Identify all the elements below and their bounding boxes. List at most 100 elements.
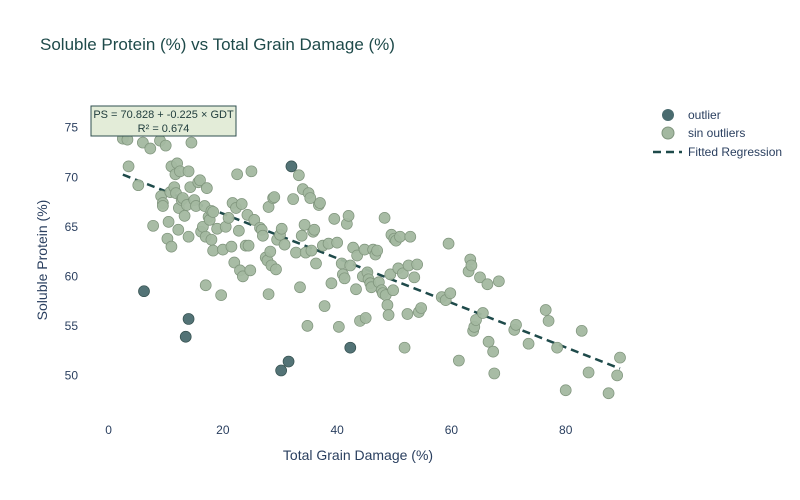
inlier-point (318, 300, 331, 312)
inlier-point (275, 222, 288, 235)
inlier-point (199, 279, 212, 292)
inlier-point (231, 168, 243, 181)
outlier-point (285, 160, 298, 173)
legend[interactable]: outlier sin outliers Fitted Regression (653, 108, 782, 159)
inlier-point (225, 240, 238, 253)
inlier-point (278, 238, 291, 251)
inlier-point (165, 240, 178, 253)
inlier-point (602, 387, 615, 400)
inlier-point (304, 192, 317, 204)
inlier-point (401, 308, 414, 320)
inlier-point (242, 239, 255, 252)
annotation-equation: PS = 70.828 + -0.225 × GDT (93, 109, 234, 121)
inlier-point (465, 259, 478, 272)
inlier-point (248, 214, 261, 226)
inlier-point (453, 354, 465, 367)
legend-marker-outlier (662, 109, 674, 121)
inlier-point (162, 215, 175, 228)
inlier-point (262, 288, 275, 301)
inlier-point (215, 289, 227, 302)
inlier-point (264, 245, 277, 258)
inlier-point (371, 244, 383, 257)
annotation-r-squared: R² = 0.674 (138, 123, 190, 135)
plot-area (117, 132, 626, 400)
inlier-point (559, 384, 572, 397)
outlier-point (344, 341, 357, 354)
inlier-point (614, 351, 626, 364)
inlier-point (331, 236, 343, 249)
legend-item-inlier[interactable]: sin outliers (661, 126, 745, 140)
x-tick-label: 60 (445, 423, 459, 437)
legend-item-outlier[interactable]: outlier (662, 108, 721, 122)
inlier-point (228, 256, 241, 269)
annotation-box (90, 105, 237, 137)
legend-label-regression: Fitted Regression (688, 145, 782, 159)
inlier-point (542, 315, 555, 327)
inlier-point (350, 283, 362, 296)
x-tick-label: 40 (330, 423, 344, 437)
inlier-point (381, 299, 394, 311)
inlier-point (257, 229, 269, 242)
inlier-point (310, 257, 322, 270)
inlier-point (611, 369, 623, 382)
inlier-point (328, 213, 341, 225)
inlier-point (444, 287, 457, 300)
inlier-point (178, 210, 191, 222)
outlier-point (282, 355, 295, 368)
inlier-point (482, 335, 495, 348)
inlier-point (378, 212, 391, 224)
y-tick-label: 60 (65, 269, 79, 283)
inlier-point (325, 277, 338, 290)
inlier-point (132, 179, 145, 192)
x-tick-label: 0 (105, 423, 112, 437)
y-tick-label: 55 (65, 319, 79, 333)
inlier-point (305, 244, 318, 257)
inlier-point (382, 309, 395, 321)
inlier-point (245, 165, 258, 178)
inlier-point (539, 304, 552, 316)
inlier-point (122, 160, 135, 173)
inlier-point (411, 258, 423, 271)
inlier-point (510, 319, 522, 331)
legend-marker-inlier (661, 126, 675, 140)
inlier-point (308, 223, 321, 236)
inlier-point (408, 271, 421, 284)
legend-item-regression[interactable]: Fitted Regression (653, 145, 782, 159)
inlier-point (333, 321, 345, 333)
inlier-point (493, 275, 505, 288)
y-tick-label: 75 (65, 121, 79, 135)
inlier-point (415, 302, 427, 314)
inlier-point (144, 142, 157, 155)
inlier-point (582, 366, 595, 379)
y-tick-label: 50 (65, 368, 79, 382)
inlier-point (477, 307, 489, 319)
inlier-point (185, 136, 198, 149)
inlier-point (182, 230, 195, 243)
inlier-point (344, 259, 357, 272)
inlier-point (387, 284, 399, 297)
inlier-points (117, 132, 626, 400)
inlier-point (293, 169, 305, 182)
inlier-point (338, 272, 351, 285)
inlier-point (442, 237, 455, 250)
inlier-point (294, 281, 306, 294)
inlier-point (397, 267, 409, 280)
inlier-point (301, 320, 314, 332)
inlier-point (522, 337, 535, 350)
inlier-point (159, 139, 172, 152)
inlier-point (270, 263, 282, 276)
legend-label-outlier: outlier (688, 108, 721, 122)
outlier-points (138, 160, 357, 377)
outlier-point (182, 313, 195, 325)
x-tick-label: 80 (559, 423, 573, 437)
inlier-point (481, 278, 494, 291)
chart-title: Soluble Protein (%) vs Total Grain Damag… (40, 35, 395, 54)
inlier-point (394, 230, 406, 243)
inlier-point (404, 230, 417, 243)
x-axis-ticks: 0 20 40 60 80 (105, 423, 572, 437)
inlier-point (384, 268, 397, 281)
inlier-point (342, 210, 355, 222)
y-axis-ticks: 50 55 60 65 70 75 (65, 121, 79, 383)
inlier-point (398, 341, 411, 354)
